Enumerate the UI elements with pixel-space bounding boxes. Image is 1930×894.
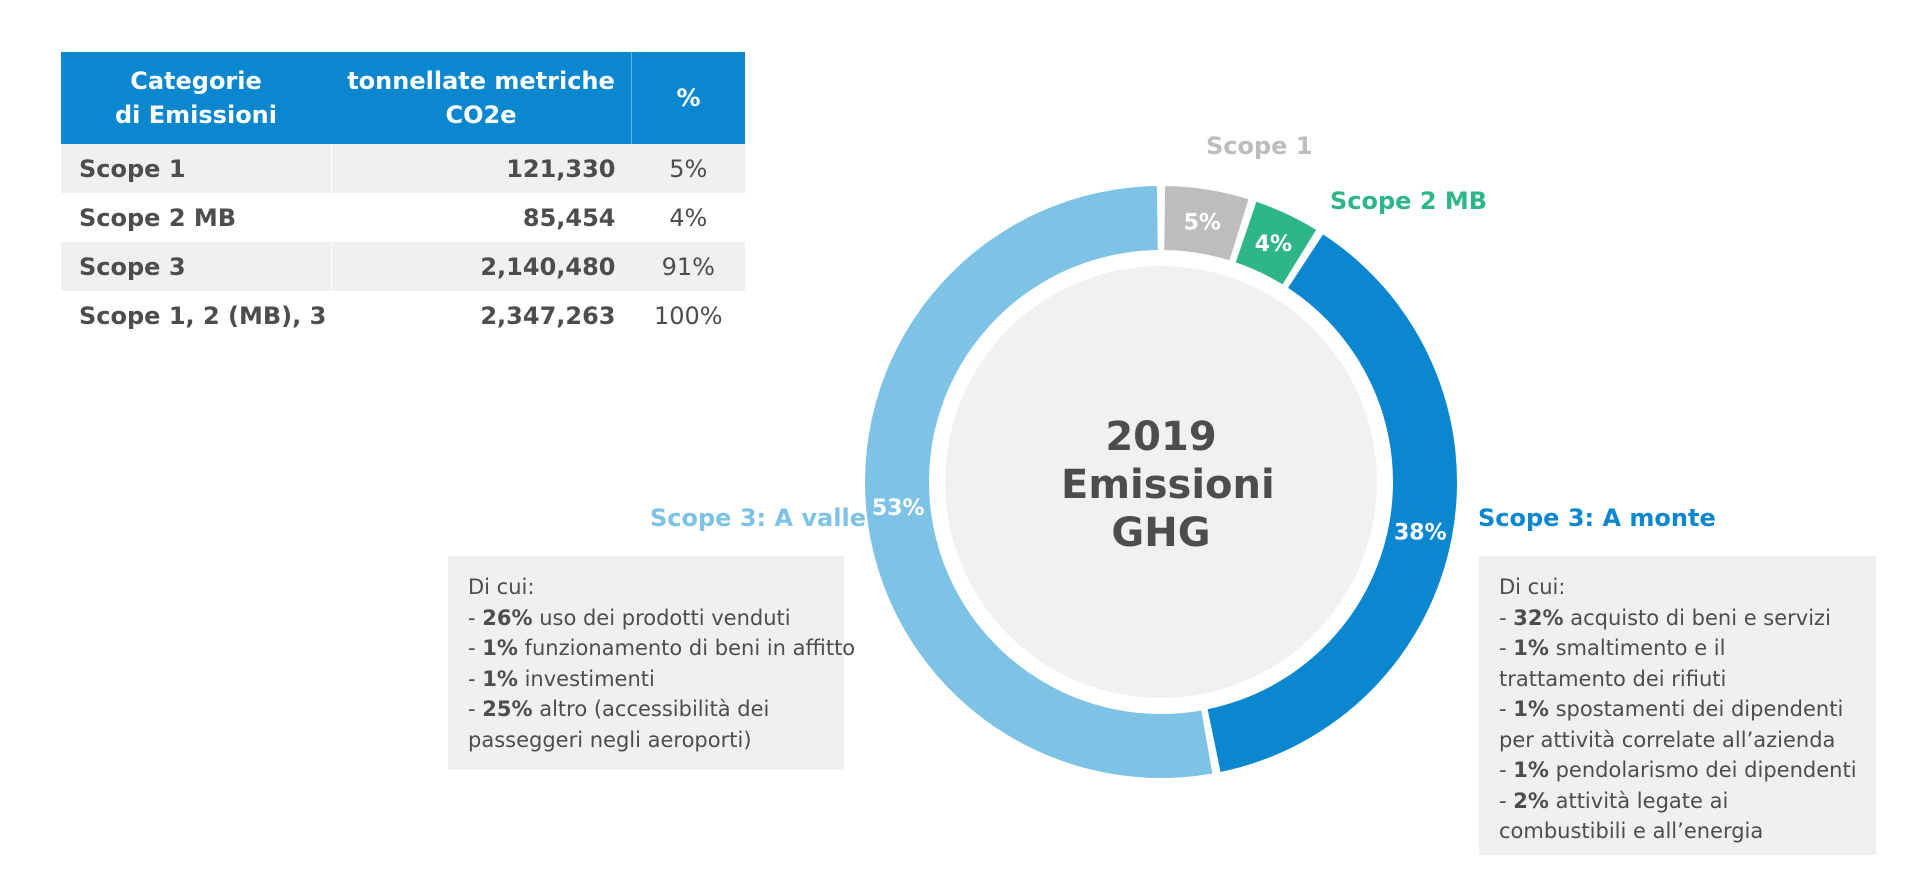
- header-tonnellate: tonnellate metriche CO2e: [331, 52, 632, 144]
- monte-item-text: spostamenti dei dipendenti per attività …: [1499, 697, 1844, 752]
- row-label: Scope 2 MB: [61, 193, 332, 242]
- valle-item: - 1% investimenti: [468, 666, 655, 691]
- monte-item-pct: 2%: [1513, 788, 1549, 813]
- row-pct: 100%: [653, 301, 723, 330]
- table-row: Scope 3 2,140,480 91%: [61, 242, 745, 291]
- monte-item-text: attività legate ai combustibili e all’en…: [1499, 788, 1764, 844]
- donut-slice-label: 53%: [872, 496, 925, 521]
- row-value: 2,347,263: [480, 301, 616, 330]
- monte-item-pct: 32%: [1513, 605, 1564, 630]
- monte-item-pct: 1%: [1513, 636, 1549, 660]
- monte-item-text: pendolarismo dei dipendenti: [1548, 758, 1857, 782]
- donut-slice-scope-3-a-valle: [864, 186, 1213, 779]
- donut-center-label: 2019 Emissioni GHG: [1061, 413, 1275, 557]
- monte-item-text: acquisto di beni e servizi: [1563, 605, 1831, 630]
- monte-item: - 1% spostamenti dei dipendenti per atti…: [1499, 697, 1844, 752]
- monte-intro: Di cui:: [1499, 575, 1566, 599]
- header-tonnellate-l1: tonnellate metriche: [347, 67, 615, 95]
- row-value: 85,454: [522, 203, 616, 232]
- row-pct: 91%: [631, 242, 745, 291]
- row-pct: 4%: [669, 203, 708, 232]
- header-categorie-l2: di Emissioni: [115, 101, 277, 129]
- emissions-table: Categorie di Emissioni tonnellate metric…: [61, 52, 745, 340]
- donut-slice-label: 38%: [1394, 520, 1447, 545]
- callout-valle-title: Scope 3: A valle: [650, 504, 866, 532]
- row-label: Scope 1: [61, 144, 332, 193]
- row-value: 2,140,480: [331, 242, 632, 291]
- donut-slice-scope-1: [1164, 186, 1249, 261]
- donut-slice-scope-2-mb: [1235, 201, 1317, 285]
- table-row: Scope 1, 2 (MB), 3 2,347,263 100%: [61, 291, 745, 340]
- valle-item-text: altro (accessibilità dei passeggeri negl…: [468, 697, 770, 752]
- header-percent: %: [631, 52, 745, 144]
- header-categorie: Categorie di Emissioni: [61, 52, 331, 144]
- valle-item: - 26% uso dei prodotti venduti: [468, 605, 791, 630]
- monte-item: - 2% attività legate ai combustibili e a…: [1499, 788, 1764, 844]
- monte-item-pct: 1%: [1513, 758, 1549, 782]
- row-label: Scope 3: [61, 242, 332, 291]
- valle-breakdown-box: Di cui: - 26% uso dei prodotti venduti -…: [448, 556, 856, 770]
- table-row: Scope 2 MB 85,454 4%: [61, 193, 745, 242]
- header-tonnellate-l2: CO2e: [445, 101, 517, 129]
- monte-item: - 32% acquisto di beni e servizi: [1499, 605, 1831, 630]
- donut-slice-label: 5%: [1184, 210, 1221, 235]
- table-row: Scope 1 121,330 5%: [61, 144, 745, 193]
- monte-item-pct: 1%: [1513, 697, 1549, 721]
- center-line-2: Emissioni: [1061, 462, 1275, 508]
- monte-item: - 1% pendolarismo dei dipendenti: [1499, 758, 1857, 782]
- valle-item-text: funzionamento di beni in affitto: [517, 636, 856, 660]
- monte-item-text: smaltimento e il trattamento dei rifiuti: [1499, 636, 1727, 691]
- valle-item-pct: 25%: [482, 697, 533, 721]
- valle-item-pct: 1%: [482, 636, 518, 660]
- callout-monte-title: Scope 3: A monte: [1478, 504, 1716, 532]
- valle-item: - 1% funzionamento di beni in affitto: [468, 636, 856, 660]
- row-label: Scope 1, 2 (MB), 3: [61, 291, 332, 340]
- valle-item-pct: 26%: [482, 605, 533, 630]
- monte-breakdown-box: Di cui: - 32% acquisto di beni e servizi…: [1479, 556, 1876, 855]
- row-pct: 5%: [631, 144, 745, 193]
- donut-inner-disc: [945, 266, 1377, 698]
- valle-item-pct: 1%: [482, 666, 518, 691]
- donut-slice-label: 4%: [1255, 232, 1292, 257]
- center-line-3: GHG: [1111, 510, 1211, 556]
- donut-slice-scope-3-a-monte: [1207, 234, 1457, 772]
- valle-item: - 25% altro (accessibilità dei passegger…: [468, 697, 770, 752]
- center-line-1: 2019: [1105, 414, 1217, 460]
- row-value: 121,330: [331, 144, 632, 193]
- table-header-row: Categorie di Emissioni tonnellate metric…: [61, 52, 745, 144]
- monte-item: - 1% smaltimento e il trattamento dei ri…: [1499, 636, 1727, 691]
- callout-scope2-title: Scope 2 MB: [1330, 187, 1488, 215]
- callout-scope1-title: Scope 1: [1206, 132, 1313, 160]
- header-categorie-l1: Categorie: [130, 67, 262, 95]
- valle-intro: Di cui:: [468, 575, 535, 599]
- valle-item-text: uso dei prodotti venduti: [532, 605, 791, 630]
- valle-item-text: investimenti: [517, 666, 655, 691]
